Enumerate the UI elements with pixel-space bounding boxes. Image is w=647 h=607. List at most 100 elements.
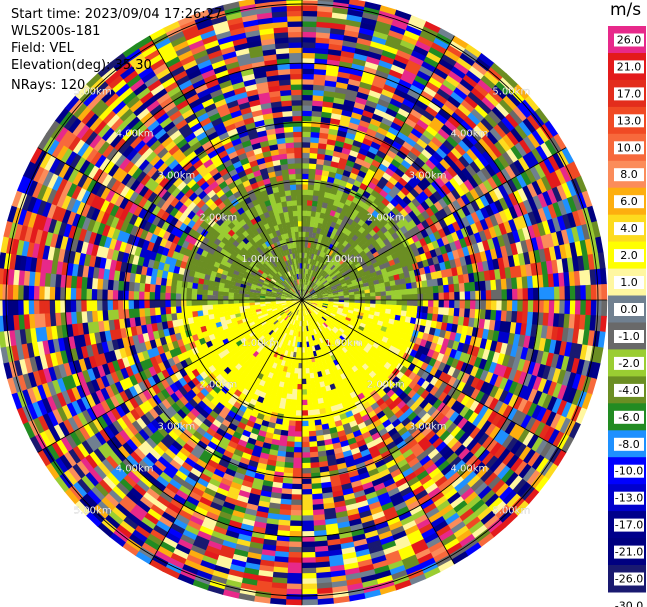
velocity-cell: [502, 95, 518, 111]
velocity-cell: [344, 248, 351, 256]
velocity-cell: [421, 312, 428, 321]
velocity-cell: [352, 57, 367, 67]
velocity-cell: [474, 220, 485, 233]
velocity-cell: [370, 176, 380, 186]
velocity-cell: [376, 126, 389, 137]
velocity-cell: [463, 179, 475, 192]
velocity-cell: [485, 130, 499, 145]
velocity-cell: [312, 297, 319, 299]
velocity-cell: [455, 185, 466, 198]
velocity-cell: [317, 300, 324, 303]
velocity-cell: [465, 44, 483, 59]
velocity-cell: [445, 323, 453, 333]
velocity-cell: [338, 266, 345, 273]
velocity-cell: [348, 291, 355, 296]
velocity-cell: [388, 29, 405, 41]
velocity-cell: [302, 120, 312, 127]
velocity-cell: [449, 259, 457, 269]
velocity-cell: [333, 268, 340, 274]
velocity-cell: [318, 275, 324, 281]
velocity-cell: [490, 62, 507, 78]
velocity-cell: [474, 83, 490, 98]
velocity-cell: [577, 208, 587, 226]
velocity-cell: [338, 297, 345, 301]
velocity-cell: [481, 96, 497, 111]
velocity-cell: [319, 285, 326, 290]
velocity-cell: [535, 126, 550, 144]
velocity-cell: [468, 233, 478, 246]
velocity-cell: [507, 394, 519, 409]
velocity-cell: [337, 256, 344, 263]
velocity-cell: [395, 309, 402, 316]
velocity-cell: [317, 195, 325, 203]
velocity-cell: [333, 294, 339, 297]
velocity-cell: [316, 305, 322, 309]
velocity-cell: [484, 371, 494, 384]
velocity-cell: [286, 572, 302, 579]
velocity-cell: [303, 283, 305, 290]
velocity-cell: [444, 347, 453, 357]
velocity-cell: [575, 175, 588, 194]
velocity-cell: [304, 252, 308, 259]
velocity-cell: [309, 157, 318, 165]
velocity-cell: [393, 154, 405, 165]
velocity-cell: [527, 300, 534, 313]
velocity-cell: [513, 159, 526, 175]
velocity-cell: [385, 180, 396, 190]
velocity-cell: [538, 160, 551, 177]
velocity-cell: [469, 308, 476, 319]
velocity-cell: [512, 369, 523, 384]
velocity-cell: [406, 191, 416, 202]
velocity-cell: [327, 176, 336, 184]
velocity-cell: [535, 145, 549, 162]
velocity-cell: [353, 290, 360, 295]
velocity-cell: [414, 156, 426, 168]
velocity-cell: [450, 147, 463, 160]
velocity-cell: [313, 84, 326, 91]
velocity-cell: [311, 270, 316, 276]
velocity-cell: [315, 260, 320, 267]
velocity-cell: [531, 362, 541, 378]
velocity-cell: [338, 293, 345, 297]
velocity-cell: [423, 187, 434, 198]
velocity-cell: [302, 78, 315, 85]
velocity-cell: [391, 19, 409, 31]
velocity-cell: [457, 316, 465, 326]
velocity-cell: [477, 137, 491, 152]
velocity-cell: [327, 237, 334, 244]
velocity-cell: [384, 313, 391, 319]
velocity-cell: [388, 275, 395, 282]
velocity-cell: [400, 217, 409, 227]
velocity-cell: [469, 160, 482, 174]
velocity-cell: [317, 282, 323, 287]
velocity-cell: [396, 49, 412, 61]
velocity-cell: [449, 348, 458, 359]
velocity-cell: [435, 162, 448, 174]
velocity-cell: [446, 191, 457, 204]
velocity-cell: [381, 88, 395, 99]
velocity-cell: [338, 231, 346, 239]
velocity-cell: [302, 184, 309, 190]
velocity-cell: [463, 116, 478, 130]
velocity-cell: [423, 326, 431, 335]
velocity-cell: [380, 267, 388, 275]
velocity-cell: [384, 281, 391, 288]
velocity-cell: [573, 314, 581, 330]
velocity-cell: [333, 246, 340, 254]
velocity-cell: [311, 294, 318, 297]
velocity-cell: [581, 190, 593, 209]
velocity-cell: [438, 173, 450, 185]
velocity-cell: [428, 155, 441, 167]
velocity-cell: [478, 230, 488, 242]
velocity-cell: [326, 261, 333, 268]
velocity-cell: [511, 277, 518, 290]
velocity-cell: [405, 282, 413, 290]
velocity-cell: [311, 248, 316, 255]
velocity-cell: [362, 327, 370, 334]
velocity-cell: [527, 225, 537, 240]
velocity-cell: [509, 162, 522, 177]
velocity-cell: [531, 180, 543, 196]
velocity-cell: [310, 253, 315, 260]
velocity-cell: [574, 300, 581, 316]
velocity-cell: [326, 203, 334, 211]
